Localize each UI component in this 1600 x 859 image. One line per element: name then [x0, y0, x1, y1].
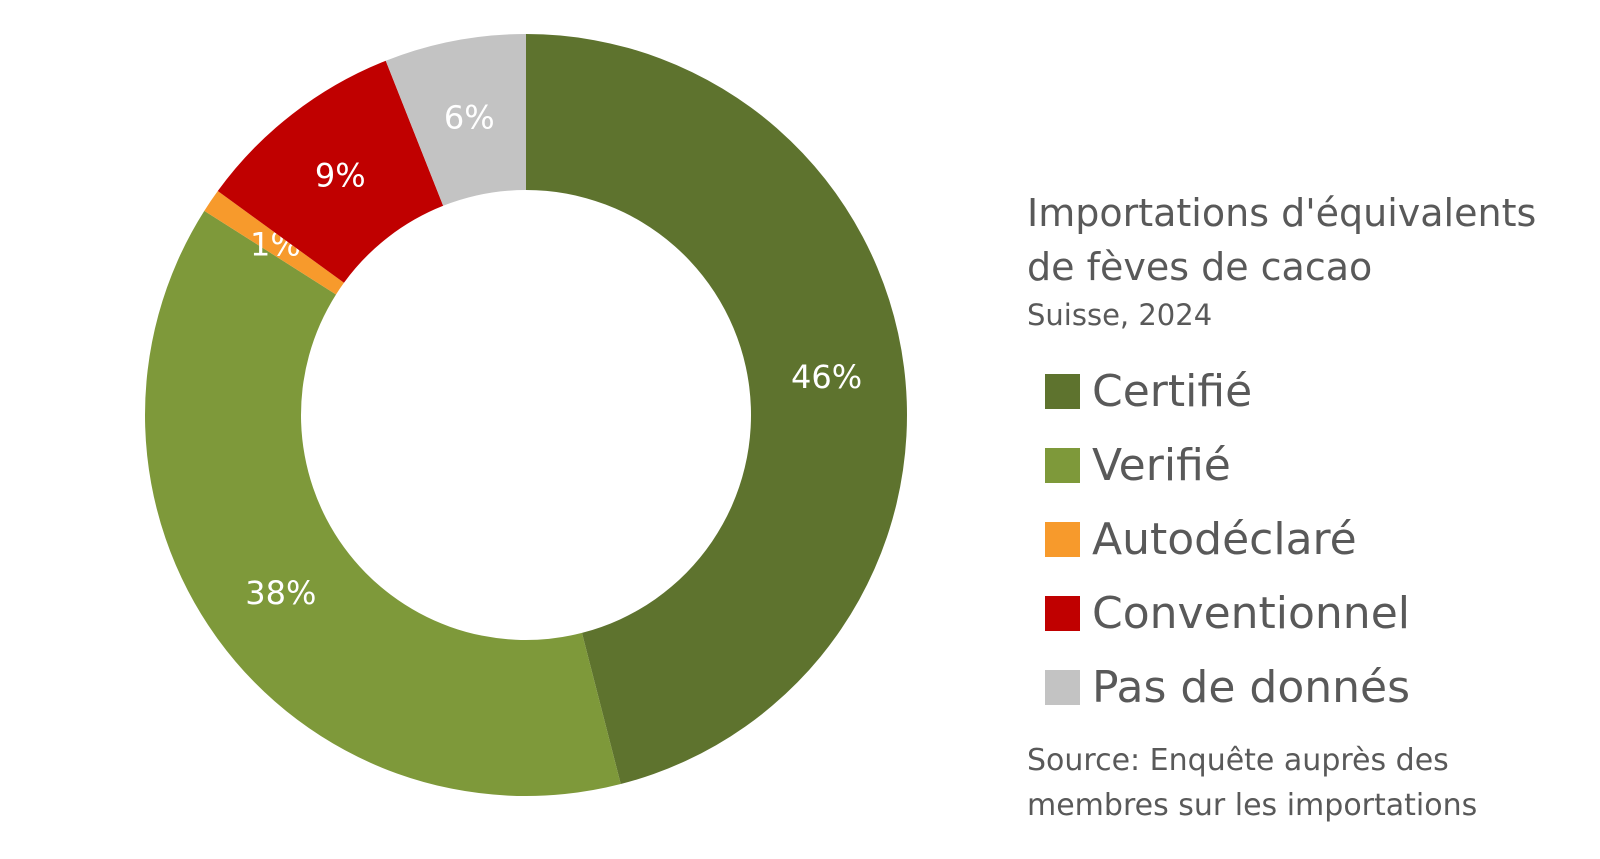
data-label-pas-de-donnes: 6% [444, 98, 495, 136]
legend-label-certifie: Certifié [1092, 365, 1253, 417]
legend-item-certifie: Certifié [1045, 354, 1587, 428]
legend-swatch-pas-de-donnes [1045, 669, 1080, 705]
legend-swatch-autodeclare [1045, 521, 1080, 557]
legend-label-conventionnel: Conventionnel [1092, 587, 1410, 639]
slice-verifie [144, 210, 621, 797]
data-label-certifie: 46% [791, 358, 862, 396]
legend-label-autodeclare: Autodéclaré [1092, 513, 1357, 565]
legend-label-pas-de-donnes: Pas de donnés [1092, 661, 1411, 713]
legend-swatch-conventionnel [1045, 595, 1080, 631]
data-label-verifie: 38% [245, 574, 316, 612]
slice-conventionnel [217, 60, 444, 283]
legend-item-autodeclare: Autodéclaré [1045, 502, 1587, 576]
legend-label-verifie: Verifié [1092, 439, 1231, 491]
slice-autodeclare [204, 191, 344, 295]
legend-swatch-verifie [1045, 447, 1080, 483]
slice-certifie [526, 34, 907, 785]
legend-swatch-certifie [1045, 373, 1080, 409]
chart-title: Importations d'équivalents de fèves de c… [1027, 191, 1537, 289]
data-label-conventionnel: 9% [315, 157, 366, 195]
donut-chart: 46%38%1%9%6% [144, 34, 907, 797]
legend-item-pas-de-donnes: Pas de donnés [1045, 650, 1587, 724]
legend-item-conventionnel: Conventionnel [1045, 576, 1587, 650]
slice-pas-de-donnes [385, 34, 526, 206]
legend: Certifié Verifié Autodéclaré Conventionn… [1045, 354, 1587, 724]
chart-subtitle: Suisse, 2024 [1027, 298, 1213, 332]
chart-source: Source: Enquête auprès des membres sur l… [1027, 743, 1478, 823]
chart-info-panel: Importations d'équivalents de fèves de c… [1027, 186, 1587, 828]
legend-item-verifie: Verifié [1045, 428, 1587, 502]
